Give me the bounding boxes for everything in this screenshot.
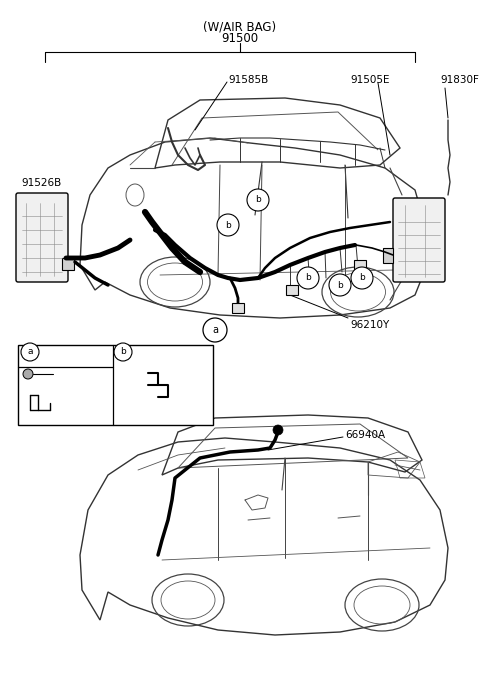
Text: a: a xyxy=(212,325,218,335)
Text: b: b xyxy=(337,280,343,290)
Text: 91526B: 91526B xyxy=(22,178,62,188)
Text: 91636C: 91636C xyxy=(139,347,180,357)
Bar xyxy=(18,345,213,425)
Circle shape xyxy=(297,267,319,289)
Circle shape xyxy=(329,274,351,296)
Text: 91500: 91500 xyxy=(221,32,259,45)
Text: b: b xyxy=(120,347,126,357)
Text: 1338AC: 1338AC xyxy=(54,369,92,379)
Text: 91585B: 91585B xyxy=(228,75,268,85)
Circle shape xyxy=(273,425,283,435)
FancyBboxPatch shape xyxy=(16,193,68,282)
Text: a: a xyxy=(27,347,33,357)
Text: 66940A: 66940A xyxy=(345,430,385,440)
Circle shape xyxy=(351,267,373,289)
Bar xyxy=(62,258,74,270)
Bar xyxy=(286,285,298,295)
Text: 91975: 91975 xyxy=(60,400,91,410)
Bar xyxy=(354,260,366,270)
Circle shape xyxy=(21,343,39,361)
Text: b: b xyxy=(305,274,311,282)
Circle shape xyxy=(203,318,227,342)
Text: 96210Y: 96210Y xyxy=(350,320,389,330)
FancyBboxPatch shape xyxy=(393,198,445,282)
Bar xyxy=(232,303,244,313)
Text: b: b xyxy=(359,274,365,282)
Circle shape xyxy=(114,343,132,361)
Text: 91505E: 91505E xyxy=(350,75,389,85)
Bar xyxy=(383,248,393,263)
Text: b: b xyxy=(255,196,261,204)
Text: 91830F: 91830F xyxy=(440,75,479,85)
Circle shape xyxy=(247,189,269,211)
Circle shape xyxy=(23,369,33,379)
Circle shape xyxy=(217,214,239,236)
Text: b: b xyxy=(225,221,231,230)
Text: (W/AIR BAG): (W/AIR BAG) xyxy=(204,20,276,33)
